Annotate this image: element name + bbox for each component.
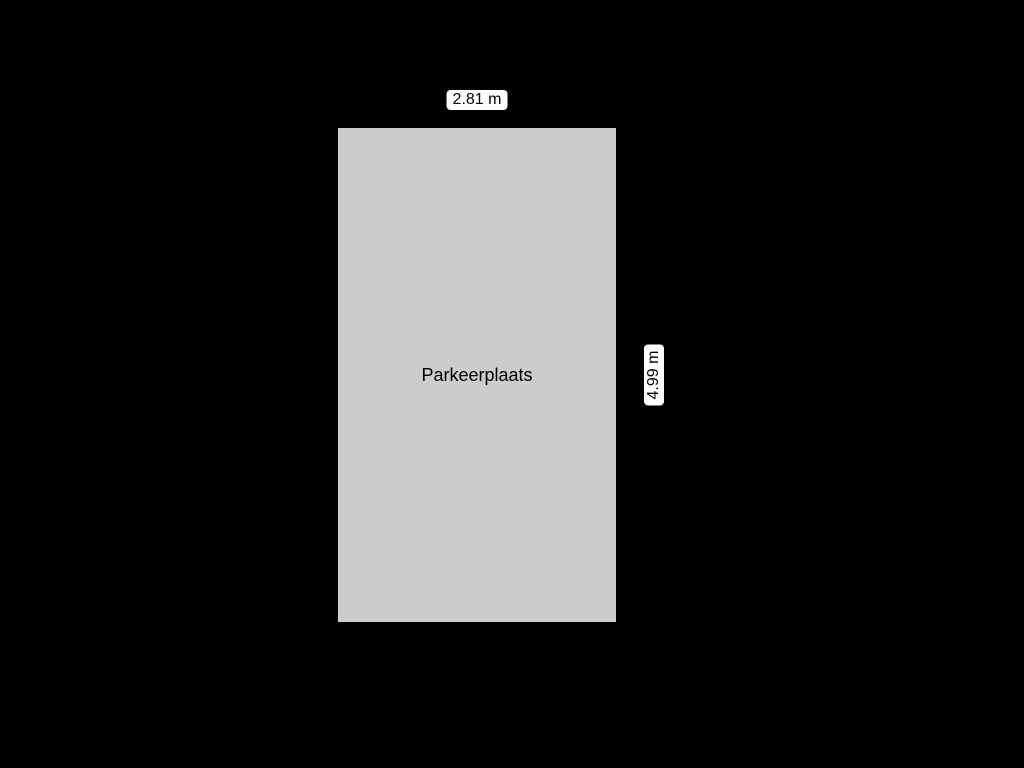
dimension-width-label: 2.81 m [447,90,508,110]
room-label: Parkeerplaats [421,365,532,386]
dimension-height-tick-bottom [650,419,658,421]
dimension-height-tick-top [650,331,658,333]
floorplan-canvas: Parkeerplaats 2.81 m 4.99 m [0,0,1024,768]
dimension-height-label: 4.99 m [644,345,664,406]
dimension-width-tick-left [432,96,434,104]
dimension-width-tick-right [520,96,522,104]
room-parkeerplaats: Parkeerplaats [338,128,616,622]
